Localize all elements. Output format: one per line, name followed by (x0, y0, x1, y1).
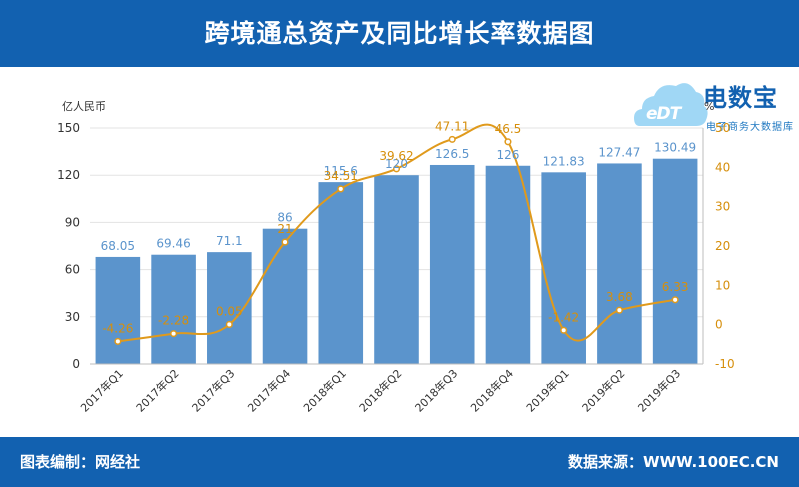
line-point (170, 330, 178, 338)
bar-value-label: 121.83 (543, 154, 585, 168)
bar (151, 254, 196, 364)
chart-title: 跨境通总资产及同比增长率数据图 (204, 19, 595, 48)
bar (652, 158, 698, 364)
x-tick-label: 2018年Q1 (300, 366, 349, 415)
line-value-label: 47.11 (435, 119, 469, 133)
line-point (671, 296, 679, 304)
bar-value-label: 130.49 (654, 141, 696, 155)
bar-value-label: 126.5 (435, 147, 469, 161)
y-tick-left: 60 (65, 263, 80, 277)
header-bar: 跨境通总资产及同比增长率数据图 (0, 0, 799, 67)
footer-bar: 图表编制：网经社 数据来源：WWW.100EC.CN (0, 437, 799, 487)
labels: 68.05 69.46 71.1 86 115.6 120 126.5 126 121.83 12… (101, 119, 696, 335)
y-tick-left: 0 (72, 357, 80, 371)
y-tick-left: 90 (65, 215, 80, 229)
bar (597, 163, 642, 364)
line-value-label: 46.5 (495, 122, 522, 136)
line-value-label: 3.68 (606, 290, 633, 304)
y-axis-left-label: 亿人民币 (62, 100, 106, 113)
y-tick-right: 10 (715, 278, 730, 292)
y-tick-right: 50 (715, 121, 730, 135)
line-value-label: 6.33 (662, 280, 689, 294)
line-point (281, 238, 289, 246)
bar (262, 228, 308, 364)
line-value-label: 39.62 (379, 149, 413, 163)
line-series (114, 123, 679, 345)
x-tick-label: 2018年Q4 (468, 366, 517, 415)
line-point (225, 320, 233, 329)
line-value-label: 34.51 (324, 169, 358, 183)
y-tick-right: 20 (715, 239, 730, 253)
y-tick-right: 0 (715, 318, 723, 332)
bar (318, 182, 364, 364)
logo-name: 电数宝 (703, 84, 778, 112)
bar-value-label: 86 (277, 211, 292, 225)
bars (95, 158, 698, 364)
footer-source: 数据来源：WWW.100EC.CN (568, 453, 779, 471)
logo-subtitle: 电子商务大数据库 (706, 122, 794, 133)
bar-value-label: 69.46 (156, 237, 190, 251)
bar-value-label: 115.6 (324, 164, 358, 178)
x-tick-label: 2019年Q1 (523, 366, 572, 415)
line-point (448, 135, 456, 143)
bar (95, 256, 141, 364)
y-tick-right: 40 (715, 160, 730, 174)
footer-credit: 图表编制：网经社 (20, 453, 141, 471)
y-tick-left: 30 (65, 310, 80, 324)
bar-value-label: 71.1 (216, 234, 243, 248)
y-tick-right: -10 (715, 357, 735, 371)
line-point (337, 185, 345, 193)
line-point (504, 138, 512, 146)
bar-value-label: 120 (385, 157, 408, 171)
bar (541, 172, 586, 364)
x-tick-label: 2017年Q3 (189, 366, 238, 415)
line-point (392, 165, 401, 173)
bar (429, 164, 475, 364)
x-tick-label: 2017年Q1 (77, 366, 126, 415)
line-value-label: 21 (277, 222, 292, 236)
x-tick-label: 2019年Q3 (635, 366, 684, 415)
logo-cloud-icon (634, 83, 708, 126)
line-value-label: -4.26 (102, 321, 133, 335)
bar (485, 165, 531, 364)
x-tick-label: 2019年Q2 (579, 366, 628, 415)
x-tick-label: 2018年Q2 (356, 366, 405, 415)
bar-value-label: 126 (497, 148, 520, 162)
y-tick-left: 150 (57, 121, 80, 135)
line-value-label: -2.28 (158, 314, 189, 328)
bar-value-label: 68.05 (101, 239, 135, 253)
y-tick-right: 30 (715, 200, 730, 214)
logo-edt: eDT (646, 104, 681, 124)
y-tick-left: 120 (57, 168, 80, 182)
line-point (615, 306, 623, 314)
line-value-label: -1.42 (548, 310, 579, 324)
x-tick-label: 2017年Q4 (245, 366, 294, 415)
line-value-label: 0.05 (216, 304, 243, 318)
bar-value-label: 127.47 (598, 145, 640, 159)
line-point (114, 337, 122, 345)
bar (374, 175, 419, 364)
x-tick-label: 2018年Q3 (412, 366, 461, 415)
y-axis-right-label: % (704, 100, 714, 113)
line-point (560, 326, 568, 334)
x-tick-label: 2017年Q2 (133, 366, 182, 415)
